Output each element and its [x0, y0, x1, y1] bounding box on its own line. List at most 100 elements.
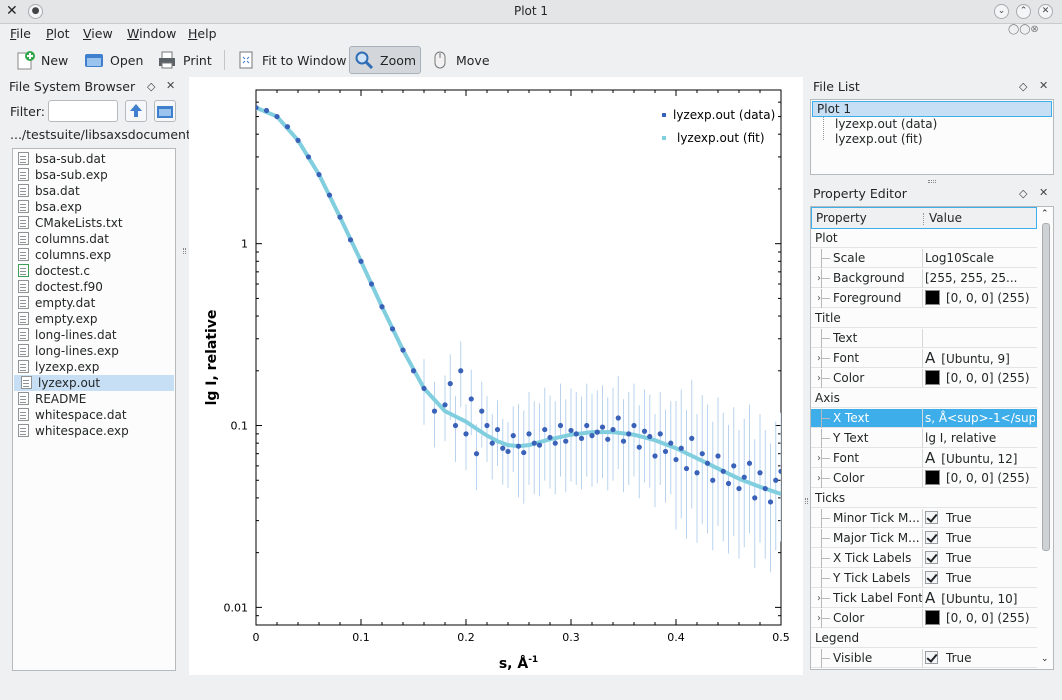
dock-float-icon[interactable]: ◇	[1019, 187, 1028, 200]
tree-child-data[interactable]: lyzexp.out (data)	[835, 117, 938, 131]
property-category[interactable]: Title	[811, 309, 1037, 328]
property-row[interactable]: Visible True	[811, 649, 1037, 668]
expand-arrow-icon[interactable]: ›	[817, 453, 821, 464]
property-value[interactable]: A [Ubuntu, 12]	[925, 449, 1035, 469]
property-value[interactable]: Log10Scale	[925, 249, 1035, 268]
property-category[interactable]: Ticks	[811, 489, 1037, 508]
list-item[interactable]: lyzexp.exp	[18, 359, 99, 375]
scrollbar-thumb[interactable]	[1042, 223, 1050, 551]
plot-canvas[interactable]: 0 0.1 0.2 0.3 0.4 0.5 0.01 0.1 1 s, Å-1 lg I, rela…	[189, 77, 803, 675]
property-value[interactable]: [0, 0, 0] (255)	[925, 609, 1035, 628]
minimize-button[interactable]: ⌄	[994, 4, 1009, 19]
list-item[interactable]: columns.exp	[18, 247, 111, 263]
tree-child-fit[interactable]: lyzexp.out (fit)	[835, 132, 923, 146]
maximize-button[interactable]: ⌃	[1016, 4, 1031, 19]
property-category[interactable]: Legend	[811, 629, 1037, 648]
property-row[interactable]: X Tick Labels True	[811, 549, 1037, 568]
plot-area[interactable]: 0 0.1 0.2 0.3 0.4 0.5 0.01 0.1 1 s, Å-1 lg I, rela…	[189, 77, 803, 675]
window-menu-button[interactable]: ●	[28, 4, 43, 19]
menu-window[interactable]: Window	[127, 26, 176, 41]
home-folder-button[interactable]	[154, 100, 176, 122]
dock-float-icon[interactable]: ◇	[1019, 80, 1028, 93]
open-button[interactable]: Open	[79, 46, 148, 74]
list-item[interactable]: whitespace.dat	[18, 407, 127, 423]
list-item[interactable]: whitespace.exp	[18, 423, 129, 439]
mdi-window-controls[interactable]: ◯◯⊗	[1008, 24, 1039, 35]
property-value[interactable]: True	[925, 509, 1035, 528]
property-row[interactable]: Minor Tick M... True	[811, 509, 1037, 528]
plot-tree-item[interactable]: Plot 1	[812, 101, 1052, 117]
property-value[interactable]: [255, 255, 25...	[925, 269, 1035, 288]
property-value[interactable]: lg I, relative	[925, 429, 1035, 448]
property-value[interactable]: [0, 0, 0] (255)	[925, 369, 1035, 388]
dock-close-icon[interactable]: ✕	[1039, 79, 1049, 92]
menu-plot[interactable]: Plot	[46, 26, 70, 41]
list-item[interactable]: columns.dat	[18, 231, 109, 247]
print-button[interactable]: Print	[152, 46, 217, 74]
header-property[interactable]: Property	[816, 211, 867, 225]
list-item[interactable]: doctest.c	[18, 263, 90, 279]
property-row[interactable]: Y Text lg I, relative	[811, 429, 1037, 448]
property-editor-table[interactable]: Property Value Plot Scale Log10Scale › Backg…	[810, 206, 1054, 670]
property-value[interactable]: A [Ubuntu, 9]	[925, 349, 1035, 369]
expand-arrow-icon[interactable]: ›	[817, 293, 821, 304]
property-row[interactable]: › Color [0, 0, 0] (255)	[811, 469, 1037, 488]
property-row[interactable]: Major Tick M... True	[811, 529, 1037, 548]
filter-input[interactable]	[48, 100, 118, 122]
expand-arrow-icon[interactable]: ›	[817, 353, 821, 364]
property-row[interactable]: › Foreground [0, 0, 0] (255)	[811, 289, 1037, 308]
list-item[interactable]: lyzexp.out	[14, 375, 174, 391]
file-list-tree[interactable]: Plot 1 lyzexp.out (data) lyzexp.out (fit…	[810, 99, 1054, 175]
new-button[interactable]: New	[10, 46, 73, 74]
dock-close-icon[interactable]: ✕	[166, 79, 176, 92]
scroll-down-icon[interactable]: ⌄	[1041, 654, 1049, 664]
property-value[interactable]: True	[925, 549, 1035, 568]
fit-to-window-button[interactable]: Fit to Window	[231, 46, 351, 74]
dock-splitter[interactable]	[928, 180, 936, 183]
header-value[interactable]: Value	[929, 211, 962, 225]
expand-arrow-icon[interactable]: ›	[817, 593, 821, 604]
list-item[interactable]: bsa.dat	[18, 183, 80, 199]
property-row[interactable]: X Text s, Å<sup>-1</sup>	[811, 409, 1037, 428]
checkbox-checked-icon[interactable]	[925, 551, 938, 564]
vertical-scrollbar[interactable]: ⌃ ⌄	[1040, 209, 1052, 667]
expand-arrow-icon[interactable]: ›	[817, 273, 821, 284]
scroll-up-icon[interactable]: ⌃	[1041, 209, 1049, 219]
expand-arrow-icon[interactable]: ›	[817, 473, 821, 484]
property-row[interactable]: › Font A [Ubuntu, 9]	[811, 349, 1037, 368]
property-row[interactable]: Y Tick Labels True	[811, 569, 1037, 588]
property-value[interactable]: True	[925, 529, 1035, 548]
dock-close-icon[interactable]: ✕	[1039, 186, 1049, 199]
property-value[interactable]: True	[925, 569, 1035, 588]
expand-arrow-icon[interactable]: ›	[817, 373, 821, 384]
list-item[interactable]: CMakeLists.txt	[18, 215, 123, 231]
property-value[interactable]: A [Ubuntu, 10]	[925, 589, 1035, 609]
checkbox-checked-icon[interactable]	[925, 511, 938, 524]
property-category[interactable]: Plot	[811, 229, 1037, 248]
checkbox-checked-icon[interactable]	[925, 651, 938, 664]
file-list-view[interactable]: bsa-sub.dat bsa-sub.exp bsa.dat bsa.exp CMak…	[12, 148, 176, 671]
checkbox-checked-icon[interactable]	[925, 571, 938, 584]
property-category[interactable]: Axis	[811, 389, 1037, 408]
checkbox-checked-icon[interactable]	[925, 531, 938, 544]
list-item[interactable]: empty.dat	[18, 295, 95, 311]
move-button[interactable]: Move	[425, 46, 495, 74]
list-item[interactable]: bsa-sub.exp	[18, 167, 108, 183]
property-value[interactable]: s, Å<sup>-1</sup>	[925, 409, 1035, 428]
list-item[interactable]: bsa-sub.dat	[18, 151, 106, 167]
list-item[interactable]: bsa.exp	[18, 199, 82, 215]
property-row[interactable]: › Color [0, 0, 0] (255)	[811, 369, 1037, 388]
list-item[interactable]: doctest.f90	[18, 279, 103, 295]
dock-float-icon[interactable]: ◇	[147, 80, 156, 93]
zoom-button[interactable]: Zoom	[349, 46, 422, 74]
left-splitter[interactable]	[183, 248, 186, 254]
list-item[interactable]: README	[18, 391, 86, 407]
menu-view[interactable]: View	[83, 26, 113, 41]
right-splitter[interactable]	[805, 498, 808, 504]
property-row[interactable]: › Background [255, 255, 25...	[811, 269, 1037, 288]
property-value[interactable]: [0, 0, 0] (255)	[925, 289, 1035, 308]
go-up-button[interactable]	[125, 100, 147, 122]
property-row[interactable]: Text	[811, 329, 1037, 348]
expand-arrow-icon[interactable]: ›	[817, 613, 821, 624]
list-item[interactable]: empty.exp	[18, 311, 98, 327]
